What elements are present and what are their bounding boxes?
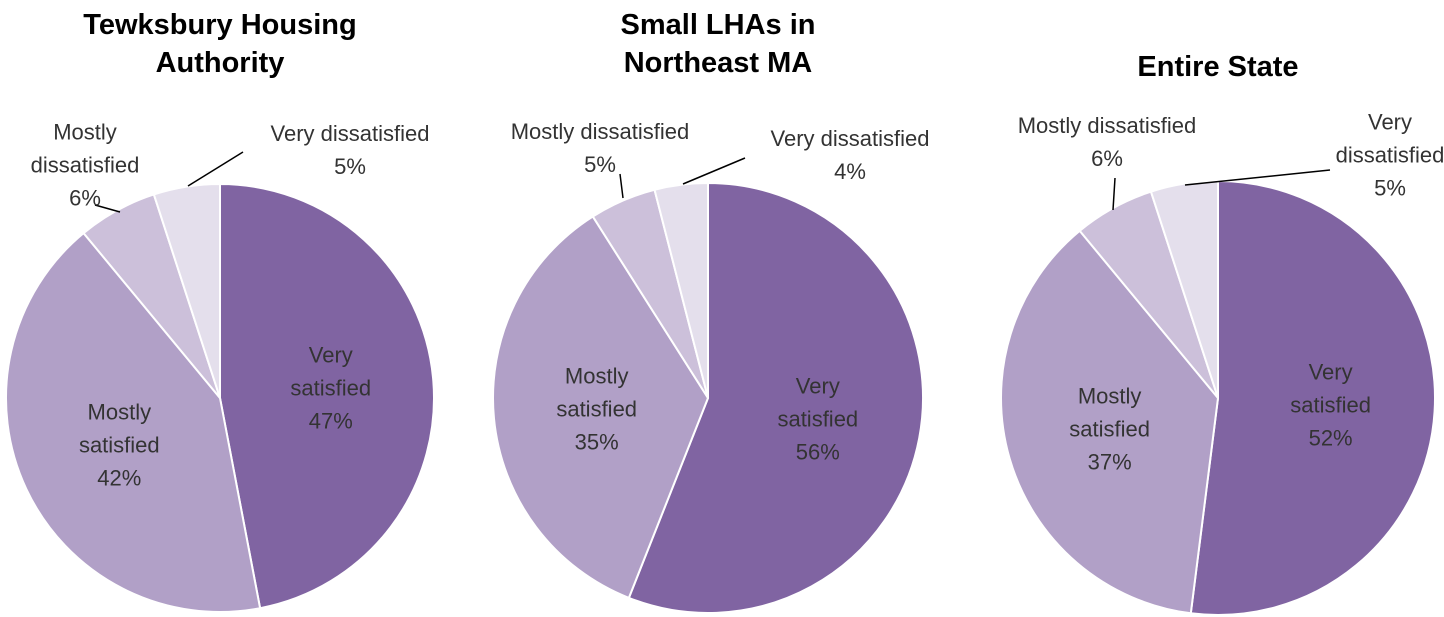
slice-value: 47% — [308, 408, 353, 434]
pie-slice — [1000, 229, 1220, 615]
slice-value: 42% — [97, 465, 142, 491]
slice-value: 37% — [1087, 449, 1132, 475]
slice-value: 52% — [1308, 425, 1353, 451]
slice-label: Mostly satisfied 37% — [1050, 380, 1170, 479]
leader-line — [682, 157, 746, 185]
slice-name: Very satisfied — [290, 342, 372, 401]
slice-value: 6% — [69, 185, 101, 211]
slice-value: 56% — [795, 439, 840, 465]
chart-title: Small LHAs in Northeast MA — [620, 9, 816, 79]
slice-name: Mostly satisfied — [78, 399, 160, 458]
slice-value: 5% — [584, 152, 616, 177]
leader-line — [187, 151, 244, 187]
slice-name: Very dissatisfied — [270, 121, 430, 146]
pie-slice — [1189, 179, 1436, 616]
leader-line — [1184, 169, 1331, 186]
slice-label: Very satisfied 52% — [1271, 356, 1391, 455]
slice-name: Mostly dissatisfied — [510, 119, 690, 144]
pie-slice — [653, 181, 709, 399]
slice-name: Very satisfied — [1290, 359, 1371, 418]
leader-line — [1112, 177, 1116, 211]
slice-label: Mostly satisfied 35% — [537, 359, 657, 458]
slice-value: 6% — [1091, 146, 1123, 171]
slice-name: Very dissatisfied — [770, 126, 930, 151]
chart-title: Tewksbury Housing Authority — [83, 9, 357, 79]
leader-line — [619, 173, 624, 199]
slice-label: Very dissatisfied 5% — [240, 117, 460, 183]
pie-slice — [492, 215, 710, 600]
slice-label: Mostly dissatisfied 6% — [987, 109, 1227, 175]
pie-slice — [152, 182, 221, 399]
pie-slice — [627, 181, 924, 614]
slice-name: Very dissatisfied — [1335, 109, 1444, 168]
pie-slice — [219, 182, 435, 610]
slice-name: Mostly satisfied — [556, 363, 638, 422]
slice-label: Very dissatisfied 5% — [1320, 106, 1444, 205]
slice-label: Mostly satisfied 42% — [59, 396, 179, 495]
slice-value: 4% — [834, 159, 866, 184]
slice-name: Mostly dissatisfied — [1017, 113, 1197, 138]
slice-label: Mostly dissatisfied 6% — [20, 116, 150, 215]
slice-value: 5% — [1374, 175, 1406, 201]
slice-name: Very satisfied — [777, 373, 859, 432]
slice-label: Very satisfied 56% — [758, 369, 878, 468]
slice-value: 35% — [574, 429, 619, 455]
slice-label: Very dissatisfied 4% — [740, 122, 960, 188]
slice-label: Very satisfied 47% — [271, 338, 391, 437]
leader-line — [94, 204, 121, 213]
pie-slice — [5, 231, 262, 613]
slice-name: Mostly satisfied — [1069, 383, 1150, 442]
slice-name: Mostly dissatisfied — [30, 119, 140, 178]
slice-label: Mostly dissatisfied 5% — [485, 115, 715, 181]
chart-title: Entire State — [1137, 51, 1299, 83]
slice-value: 5% — [334, 154, 366, 179]
